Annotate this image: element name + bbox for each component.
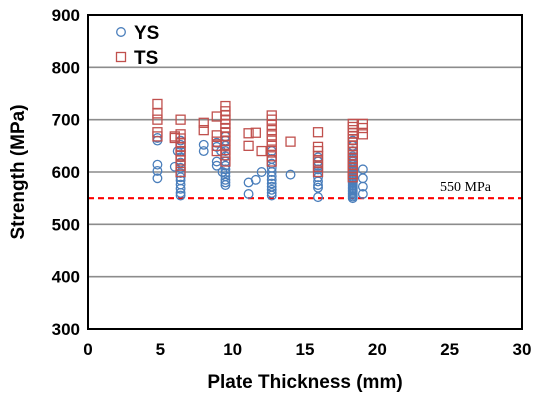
- point-ts: [312, 166, 324, 178]
- x-axis-title: Plate Thickness (mm): [207, 372, 402, 393]
- point-ts: [266, 135, 277, 146]
- series-ts: [152, 98, 369, 183]
- point-ys: [152, 173, 163, 184]
- point-ys: [266, 181, 277, 192]
- point-ts: [198, 124, 209, 136]
- y-tick-label: 300: [52, 320, 80, 339]
- point-ts: [175, 160, 186, 171]
- point-ys: [266, 174, 277, 185]
- point-ys: [357, 189, 368, 199]
- point-ts: [347, 118, 358, 130]
- point-ts: [266, 110, 277, 121]
- y-tick-label: 500: [52, 215, 80, 234]
- point-ts: [220, 150, 231, 161]
- point-ts: [266, 151, 277, 162]
- point-ys: [243, 189, 254, 199]
- point-ys: [198, 146, 209, 157]
- point-ts: [152, 127, 163, 138]
- y-axis-title: Strength (MPa): [8, 104, 29, 239]
- x-tick-label: 25: [440, 340, 459, 359]
- point-ts: [347, 124, 358, 136]
- point-ys: [285, 169, 296, 180]
- point-ys: [313, 192, 323, 203]
- point-ys: [220, 177, 231, 188]
- point-ts: [175, 114, 186, 125]
- x-tick-label: 15: [296, 340, 315, 359]
- legend-marker-ys: [116, 27, 126, 37]
- point-ts: [266, 119, 277, 131]
- point-ys: [175, 190, 186, 201]
- point-ts: [256, 145, 267, 157]
- point-ts: [312, 161, 324, 172]
- point-ts: [266, 140, 277, 151]
- point-ts: [266, 130, 277, 141]
- legend-label-ts: TS: [134, 48, 158, 69]
- point-ts: [175, 166, 186, 178]
- point-ys: [256, 167, 267, 177]
- point-ts: [266, 124, 277, 136]
- point-ys: [198, 139, 209, 150]
- point-ys: [152, 159, 163, 170]
- point-ts: [243, 128, 254, 139]
- point-ts: [198, 117, 209, 128]
- point-ts: [285, 136, 296, 147]
- point-ts: [152, 114, 163, 125]
- point-ts: [220, 106, 231, 117]
- point-ts: [152, 98, 163, 110]
- y-tick-label: 700: [52, 111, 80, 130]
- y-tick-label: 400: [52, 268, 80, 287]
- point-ts: [312, 156, 324, 167]
- point-ys: [175, 172, 186, 183]
- point-ys: [220, 164, 231, 175]
- point-ts: [347, 121, 358, 133]
- data-points: [152, 98, 369, 204]
- point-ts: [312, 141, 324, 153]
- point-ts: [357, 118, 369, 130]
- point-ts: [175, 129, 186, 140]
- x-tick-label: 5: [156, 340, 165, 359]
- legend-marker-ts: [115, 51, 127, 63]
- point-ts: [169, 131, 180, 142]
- point-ys: [169, 161, 180, 172]
- point-ys: [313, 182, 323, 193]
- x-tick-label: 0: [83, 340, 92, 359]
- point-ts: [312, 127, 324, 138]
- point-ts: [220, 156, 231, 167]
- point-ys: [175, 179, 186, 190]
- point-ys: [266, 184, 277, 195]
- point-ys: [313, 180, 323, 191]
- point-ys: [357, 173, 368, 184]
- point-ts: [243, 140, 254, 151]
- point-ts: [250, 127, 261, 138]
- legend-label-ys: YS: [134, 23, 159, 44]
- point-ts: [266, 145, 277, 157]
- point-ys: [266, 178, 277, 189]
- reference-line-label: 550 MPa: [440, 180, 492, 195]
- y-tick-label: 600: [52, 163, 80, 182]
- point-ys: [357, 164, 368, 175]
- point-ts: [357, 129, 369, 140]
- point-ts: [266, 156, 277, 167]
- x-tick-label: 20: [368, 340, 387, 359]
- point-ys: [266, 187, 277, 198]
- y-tick-labels: 300 400 500 600 700 800 900: [52, 6, 80, 339]
- point-ys: [217, 167, 228, 177]
- point-ys: [152, 166, 163, 176]
- x-tick-label: 10: [223, 340, 242, 359]
- point-ys: [250, 174, 261, 185]
- point-ts: [220, 100, 231, 112]
- plot-frame: [87, 14, 523, 330]
- legend: YS TS: [115, 23, 159, 69]
- y-tick-label: 800: [52, 58, 80, 77]
- point-ys: [313, 172, 323, 183]
- x-tick-label: 30: [513, 340, 532, 359]
- y-tick-label: 900: [52, 6, 80, 25]
- x-tick-labels: 0 5 10 15 20 25 30: [83, 340, 531, 359]
- point-ts: [152, 108, 163, 119]
